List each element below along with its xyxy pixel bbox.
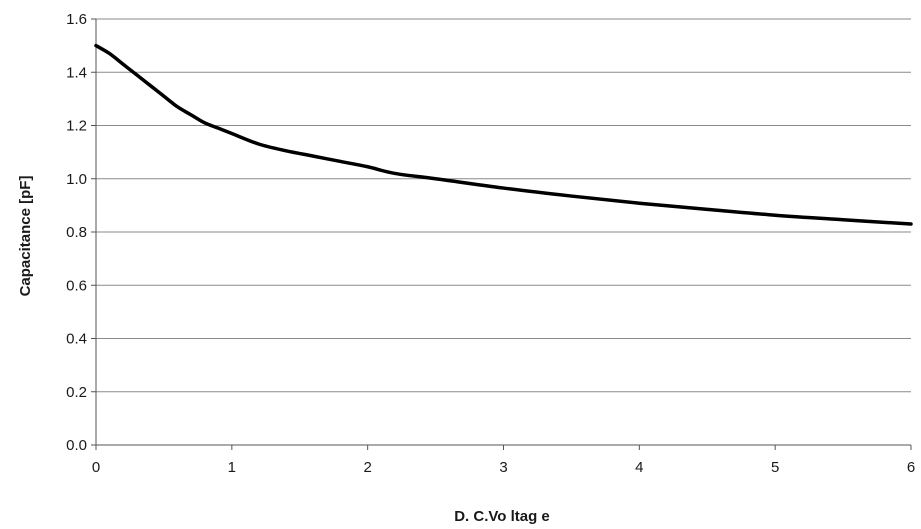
y-tick-labels: 0.0 0.2 0.4 0.6 0.8 1.0 1.2 1.4 1.6 <box>66 11 87 454</box>
x-tick-label: 4 <box>635 459 643 476</box>
series-line-0 <box>94 43 913 226</box>
axes <box>91 18 912 450</box>
y-tick-label: 1.0 <box>66 171 87 188</box>
y-tick-label: 0.0 <box>66 437 87 454</box>
x-tick-labels: 0 1 2 3 4 5 6 <box>92 459 915 476</box>
x-tick-label: 1 <box>228 459 236 476</box>
x-tick-label: 3 <box>499 459 507 476</box>
y-tick-label: 0.4 <box>66 331 87 348</box>
x-tick-label: 2 <box>363 459 371 476</box>
x-tick-label: 5 <box>771 459 779 476</box>
x-tick-label: 6 <box>907 459 915 476</box>
y-tick-label: 1.6 <box>66 11 87 28</box>
y-axis-label: Capacitance [pF] <box>17 176 34 297</box>
y-tick-label: 1.4 <box>66 64 87 81</box>
y-tick-label: 0.2 <box>66 384 87 401</box>
x-axis-label: D. C.Vo ltag e <box>454 508 550 525</box>
y-tick-label: 1.2 <box>66 118 87 135</box>
x-tick-label: 0 <box>92 459 100 476</box>
data-series <box>94 43 913 226</box>
y-tick-label: 0.8 <box>66 224 87 241</box>
gridlines <box>96 18 911 446</box>
y-tick-label: 0.6 <box>66 277 87 294</box>
